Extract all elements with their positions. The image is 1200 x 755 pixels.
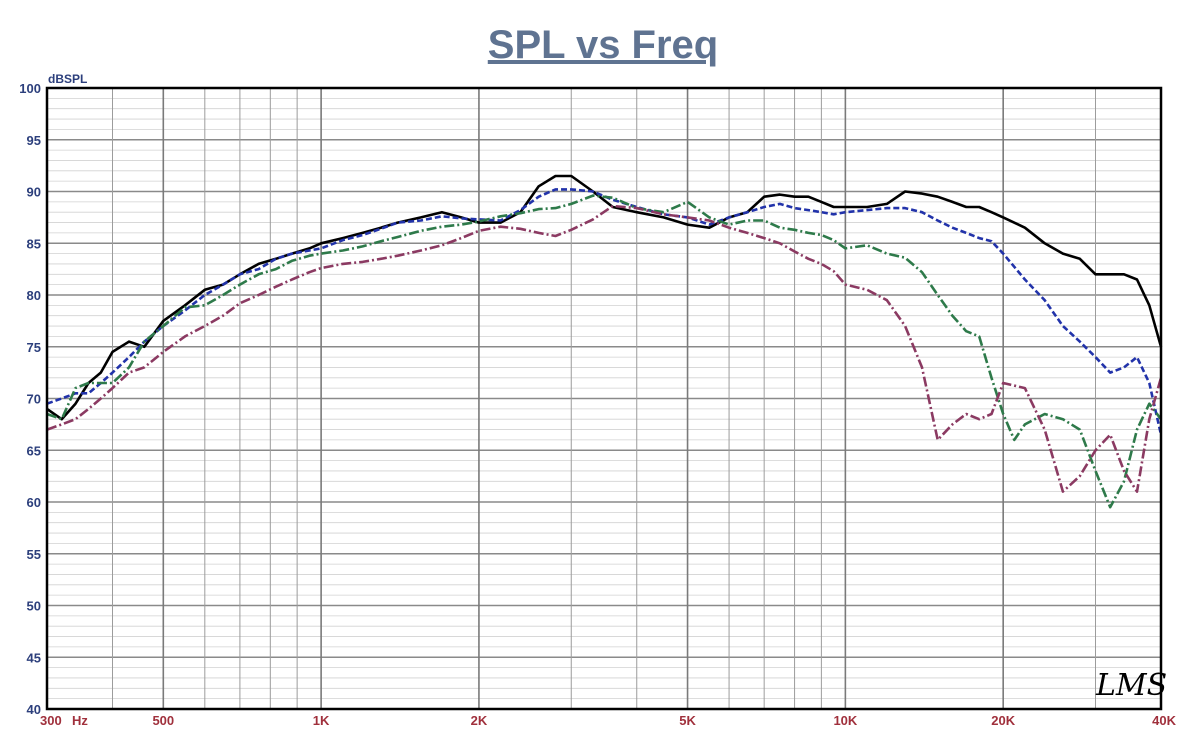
y-tick-label: 95 [27, 133, 41, 148]
y-tick-label: 50 [27, 599, 41, 614]
x-tick-labels: 300 500 1K 2K 5K 10K 20K 40K [40, 713, 1177, 728]
grid [47, 88, 1161, 709]
y-tick-label: 85 [27, 236, 41, 251]
y-tick-labels: 100 95 90 85 80 75 70 65 60 55 50 45 40 [19, 81, 41, 717]
series-group [46, 174, 1163, 509]
y-tick-label: 40 [27, 702, 41, 717]
chart-title: SPL vs Freq [488, 23, 718, 67]
x-unit-label: Hz [72, 713, 88, 728]
x-tick-label: 10K [833, 713, 857, 728]
y-tick-label: 45 [27, 650, 41, 665]
y-tick-label: 60 [27, 495, 41, 510]
lms-watermark: LMS [1095, 668, 1167, 703]
x-tick-label: 20K [991, 713, 1015, 728]
y-tick-label: 75 [27, 340, 41, 355]
x-tick-label: 1K [313, 713, 330, 728]
series-line-1 [46, 174, 1163, 421]
y-tick-label: 80 [27, 288, 41, 303]
series-line-4 [46, 204, 1163, 493]
y-tick-label: 65 [27, 443, 41, 458]
y-axis-label: dBSPL [48, 72, 87, 86]
y-tick-label: 55 [27, 547, 41, 562]
y-tick-label: 100 [19, 81, 41, 96]
x-tick-label: 40K [1152, 713, 1176, 728]
x-tick-label: 500 [152, 713, 174, 728]
y-tick-label: 70 [27, 392, 41, 407]
y-tick-label: 90 [27, 185, 41, 200]
x-tick-label: 2K [471, 713, 488, 728]
x-tick-label: 300 [40, 713, 62, 728]
plot-frame [45, 86, 1163, 711]
x-tick-label: 5K [679, 713, 696, 728]
